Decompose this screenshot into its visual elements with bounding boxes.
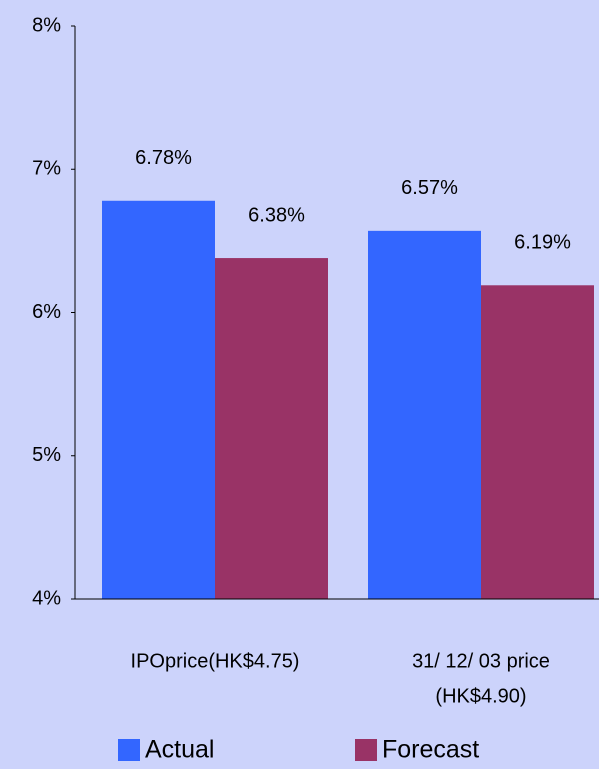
x-tick-label: 31/ 12/ 03 price xyxy=(412,650,550,672)
value-label: 6.38% xyxy=(248,204,305,226)
x-tick-label: IPOprice(HK$4.75) xyxy=(131,650,300,672)
bar xyxy=(481,285,594,599)
legend-swatch xyxy=(355,739,377,761)
x-tick-label: (HK$4.90) xyxy=(435,685,526,707)
y-tick-label: 5% xyxy=(32,444,61,466)
bar xyxy=(102,200,215,599)
legend-label: Forecast xyxy=(382,736,479,764)
bar xyxy=(215,258,328,599)
value-label: 6.78% xyxy=(135,147,192,169)
legend-label: Actual xyxy=(145,736,214,764)
y-tick-label: 6% xyxy=(32,301,61,323)
bar xyxy=(368,230,481,599)
y-tick-label: 7% xyxy=(32,158,61,180)
y-tick-label: 4% xyxy=(32,587,61,609)
value-label: 6.57% xyxy=(401,177,458,199)
value-label: 6.19% xyxy=(514,232,571,254)
legend-swatch xyxy=(118,739,140,761)
y-tick-label: 8% xyxy=(32,14,61,36)
